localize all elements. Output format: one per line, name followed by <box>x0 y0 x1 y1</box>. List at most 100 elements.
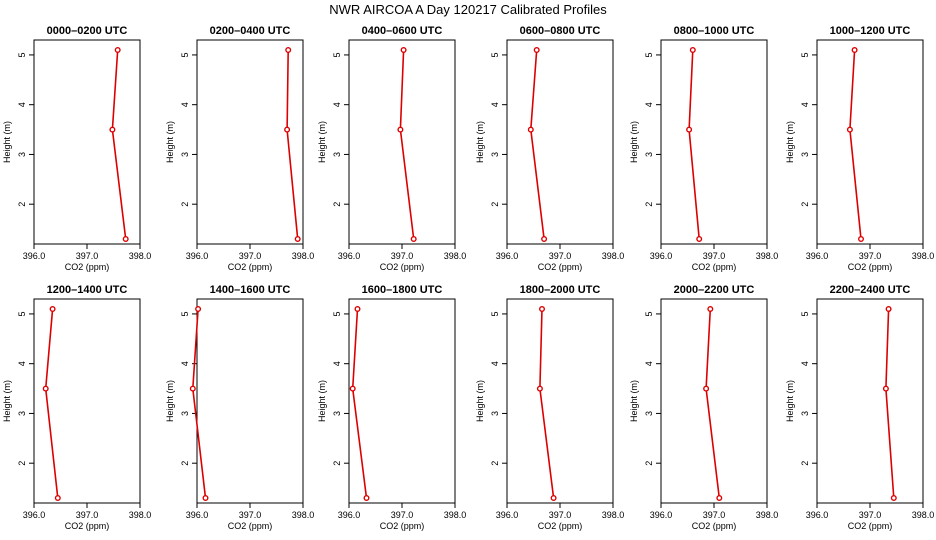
x-tick-label: 398.0 <box>756 510 779 520</box>
y-tick-label: 3 <box>644 411 654 416</box>
x-tick-label: 397.0 <box>239 251 262 261</box>
series-line <box>705 308 721 499</box>
panel-title: 0200–0400 UTC <box>210 25 291 37</box>
panel-title: 2200–2400 UTC <box>830 284 911 296</box>
x-tick-label: 397.0 <box>549 251 572 261</box>
data-point <box>533 47 540 54</box>
y-tick-label: 3 <box>17 411 27 416</box>
y-axis-label: Height (m) <box>475 121 485 163</box>
data-point <box>354 306 361 313</box>
x-tick-label: 398.0 <box>912 510 935 520</box>
x-axis-label: CO2 (ppm) <box>538 262 583 272</box>
x-tick-label: 397.0 <box>76 510 99 520</box>
x-tick-label: 396.0 <box>496 251 519 261</box>
y-tick-label: 2 <box>332 202 342 207</box>
data-point <box>397 126 404 133</box>
data-point <box>536 385 543 392</box>
x-tick-label: 397.0 <box>391 251 414 261</box>
x-tick-label: 398.0 <box>444 251 467 261</box>
y-tick-label: 5 <box>332 52 342 57</box>
page-title: NWR AIRCOA A Day 120217 Calibrated Profi… <box>329 2 607 17</box>
y-tick-label: 4 <box>332 361 342 366</box>
x-axis-label: CO2 (ppm) <box>692 262 737 272</box>
data-point <box>703 385 710 392</box>
data-point <box>696 235 703 242</box>
data-point <box>707 306 714 313</box>
data-point <box>109 126 116 133</box>
chart-panel: 1200–1400 UTC 396.0 397.0 398.0 CO2 (ppm) 2 3 4… <box>2 284 151 531</box>
data-point <box>189 385 196 392</box>
y-tick-label: 3 <box>332 411 342 416</box>
x-axis-label: CO2 (ppm) <box>538 521 583 531</box>
data-point <box>885 306 892 313</box>
y-tick-label: 3 <box>800 411 810 416</box>
chart-panel: 1000–1200 UTC 396.0 397.0 398.0 CO2 (ppm) 2 3 4… <box>785 25 934 272</box>
y-tick-label: 3 <box>17 152 27 157</box>
x-tick-label: 397.0 <box>391 510 414 520</box>
x-axis-label: CO2 (ppm) <box>848 521 893 531</box>
series-line <box>885 308 895 499</box>
y-tick-label: 2 <box>800 202 810 207</box>
series-line <box>529 49 545 240</box>
y-tick-label: 4 <box>17 102 27 107</box>
x-axis-label: CO2 (ppm) <box>228 262 273 272</box>
y-tick-label: 3 <box>180 411 190 416</box>
plot-frame <box>660 39 768 245</box>
x-tick-label: 396.0 <box>806 251 829 261</box>
y-tick-label: 4 <box>180 361 190 366</box>
y-tick-label: 5 <box>490 311 500 316</box>
y-tick-label: 4 <box>332 102 342 107</box>
series-line <box>44 308 59 499</box>
series-line <box>539 308 555 499</box>
y-tick-label: 2 <box>17 202 27 207</box>
y-tick-label: 3 <box>644 152 654 157</box>
data-point <box>400 47 407 54</box>
panel-title: 1400–1600 UTC <box>210 284 291 296</box>
y-axis-label: Height (m) <box>317 380 327 422</box>
plot-frame <box>196 298 304 504</box>
y-tick-label: 2 <box>800 461 810 466</box>
data-point <box>54 495 61 502</box>
data-point <box>858 235 865 242</box>
series-line <box>849 49 862 240</box>
y-tick-label: 4 <box>644 361 654 366</box>
plot-frame <box>816 298 924 504</box>
data-point <box>49 306 56 313</box>
x-axis-label: CO2 (ppm) <box>65 521 110 531</box>
x-tick-label: 398.0 <box>129 510 152 520</box>
y-axis-label: Height (m) <box>317 121 327 163</box>
y-axis-label: Height (m) <box>165 121 175 163</box>
plot-frame <box>348 298 456 504</box>
chart-panel: 2000–2200 UTC 396.0 397.0 398.0 CO2 (ppm) 2 3 4… <box>629 284 778 531</box>
y-tick-label: 4 <box>490 102 500 107</box>
panel-title: 1600–1800 UTC <box>362 284 443 296</box>
x-tick-label: 397.0 <box>703 510 726 520</box>
data-point <box>284 126 291 133</box>
y-tick-label: 5 <box>180 311 190 316</box>
data-point <box>851 47 858 54</box>
x-axis-label: CO2 (ppm) <box>692 521 737 531</box>
x-tick-label: 398.0 <box>292 251 315 261</box>
series-line <box>399 49 415 240</box>
chart-panel: 0000–0200 UTC 396.0 397.0 398.0 CO2 (ppm) 2 3 4… <box>2 25 151 272</box>
data-point <box>550 495 557 502</box>
panel-title: 2000–2200 UTC <box>674 284 755 296</box>
y-tick-label: 5 <box>17 52 27 57</box>
data-point <box>882 385 889 392</box>
panel-title: 1800–2000 UTC <box>520 284 601 296</box>
x-tick-label: 398.0 <box>912 251 935 261</box>
data-point <box>686 126 693 133</box>
data-point <box>285 47 292 54</box>
y-tick-label: 3 <box>180 152 190 157</box>
x-tick-label: 397.0 <box>859 510 882 520</box>
data-point <box>846 126 853 133</box>
y-tick-label: 5 <box>800 311 810 316</box>
y-axis-label: Height (m) <box>629 121 639 163</box>
y-tick-label: 2 <box>17 461 27 466</box>
x-tick-label: 396.0 <box>23 251 46 261</box>
data-point <box>527 126 534 133</box>
y-axis-label: Height (m) <box>629 380 639 422</box>
x-tick-label: 396.0 <box>186 510 209 520</box>
y-axis-label: Height (m) <box>475 380 485 422</box>
